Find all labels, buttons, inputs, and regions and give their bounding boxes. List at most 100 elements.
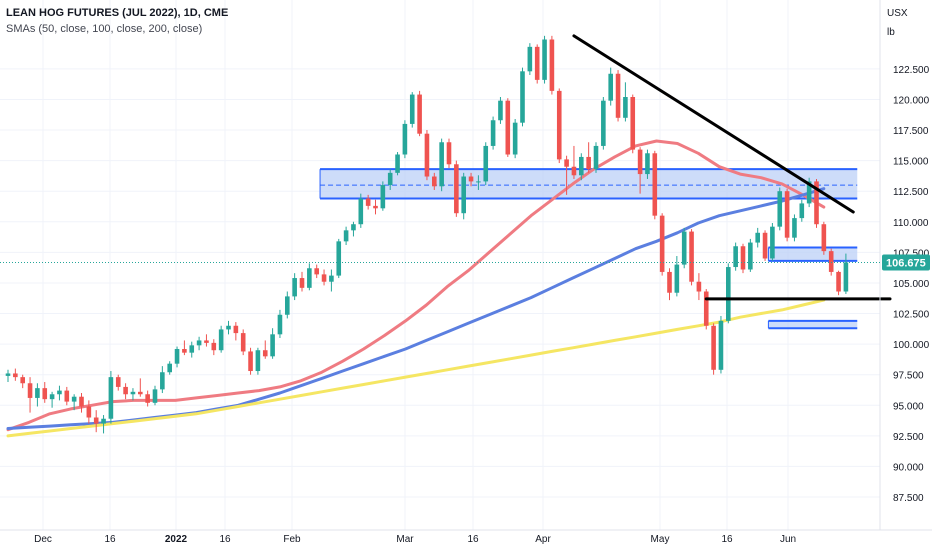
candle-body xyxy=(409,94,415,124)
candle-body xyxy=(637,149,643,175)
candle-body xyxy=(329,275,334,282)
candle-body xyxy=(468,176,474,182)
candle-body xyxy=(498,100,503,121)
candle-body xyxy=(395,154,400,173)
y-tick-label: 92.500 xyxy=(893,432,924,443)
candle-body xyxy=(387,172,393,186)
candle-body xyxy=(821,224,827,252)
candle-body xyxy=(380,185,386,209)
candle-body xyxy=(321,274,327,282)
candle-body xyxy=(814,181,819,225)
chart-title: LEAN HOG FUTURES (JUL 2022), 1D, CME xyxy=(6,7,229,19)
candle-body xyxy=(615,73,621,118)
candle-body xyxy=(579,156,584,176)
candle-body xyxy=(748,242,753,270)
x-tick-label: Jun xyxy=(780,534,796,545)
candle-body xyxy=(299,278,305,288)
candle-body xyxy=(799,203,805,219)
candle-body xyxy=(439,142,444,187)
candle-body xyxy=(145,394,150,403)
candle-body xyxy=(358,198,364,225)
candle-body xyxy=(307,268,312,288)
candle-body xyxy=(351,224,356,231)
y-tick-label: 122.500 xyxy=(893,65,930,76)
candle-body xyxy=(49,394,55,400)
y-tick-label: 110.000 xyxy=(893,218,929,229)
candle-body xyxy=(454,164,459,214)
y-tick-label: 115.000 xyxy=(893,157,929,168)
candle-body xyxy=(806,181,812,204)
candle-body xyxy=(189,345,195,353)
candle-body xyxy=(160,372,165,390)
trendlines xyxy=(572,34,892,301)
candle-body xyxy=(277,314,283,335)
candle-body xyxy=(255,350,261,372)
y-tick-label: 112.500 xyxy=(893,187,929,198)
candle-body xyxy=(527,46,533,72)
candle-body xyxy=(13,373,18,378)
candle-body xyxy=(402,123,408,155)
x-axis[interactable]: Dec 16 2022 16 Feb Mar 16 Apr May 16 Jun xyxy=(34,534,796,545)
candle-body xyxy=(681,231,687,265)
candle-body xyxy=(174,349,180,364)
x-tick-label: 2022 xyxy=(165,534,188,545)
candle-body xyxy=(270,334,275,357)
x-tick-label: 16 xyxy=(104,534,116,545)
candle-body xyxy=(652,153,658,216)
y-tick-label: 95.000 xyxy=(893,401,924,412)
candle-body xyxy=(476,181,481,183)
candle-body xyxy=(762,232,768,259)
candle-body xyxy=(542,39,547,80)
candle-body xyxy=(233,325,239,334)
candle-body xyxy=(211,342,217,351)
y-tick-label: 120.000 xyxy=(893,95,930,106)
candle-body xyxy=(586,156,591,170)
candle-body xyxy=(556,90,562,160)
candle-body xyxy=(689,231,694,282)
y-axis[interactable]: 87.500 90.000 92.500 95.000 97.500 100.000 102… xyxy=(893,65,930,504)
grid xyxy=(0,0,880,530)
candle-body xyxy=(483,145,489,182)
candle-body xyxy=(770,226,775,259)
candle-body xyxy=(608,73,613,101)
y-tick-label: 117.500 xyxy=(893,126,929,137)
candle-body xyxy=(564,159,569,167)
candle-body xyxy=(79,396,84,407)
indicator-legend: SMAs (50, close, 100, close, 200, close) xyxy=(6,23,203,35)
candle-body xyxy=(182,349,187,353)
x-tick-label: Mar xyxy=(396,534,414,545)
candle-body xyxy=(57,390,62,395)
candle-body xyxy=(711,325,716,370)
last-price-label: 106.675 xyxy=(886,257,926,269)
candle-body xyxy=(512,122,518,155)
candle-body xyxy=(792,218,797,238)
candle-body xyxy=(42,388,48,400)
candle-body xyxy=(115,377,121,387)
candle-body xyxy=(292,278,297,297)
candle-body xyxy=(623,97,628,118)
y-tick-label: 97.500 xyxy=(893,371,924,382)
candle-body xyxy=(20,377,25,384)
candle-body xyxy=(262,350,268,357)
candle-body xyxy=(432,176,437,187)
candle-body xyxy=(755,232,760,243)
x-tick-label: 16 xyxy=(467,534,479,545)
candle-body xyxy=(726,267,731,321)
candle-body xyxy=(226,325,231,330)
candle-body xyxy=(659,215,665,272)
candle-body xyxy=(703,291,709,326)
candle-body xyxy=(35,388,40,398)
x-tick-label: Feb xyxy=(283,534,301,545)
candle-body xyxy=(828,251,834,272)
candle-body xyxy=(630,97,636,150)
candle-body xyxy=(123,386,128,395)
candle-body xyxy=(601,100,606,146)
candle-body xyxy=(314,268,319,275)
y-tick-label: 87.500 xyxy=(893,493,924,504)
candle-body xyxy=(843,262,849,292)
zone-fill xyxy=(768,247,858,261)
candle-body xyxy=(204,340,209,343)
sma-lines xyxy=(6,139,826,438)
y-tick-label: 90.000 xyxy=(893,462,924,473)
